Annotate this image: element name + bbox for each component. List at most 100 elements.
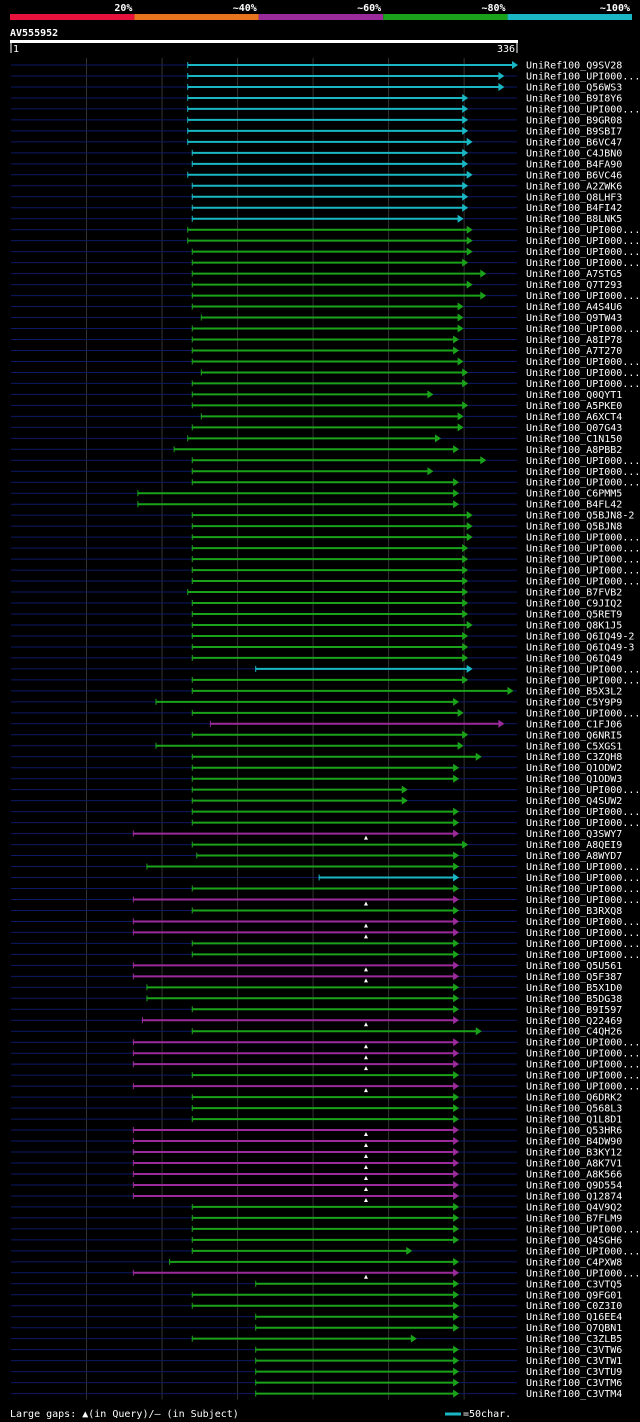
hit-row[interactable]: UniRef100_Q4SGH6 — [11, 1235, 622, 1246]
hit-row[interactable]: UniRef100_UPI000... — [11, 1038, 640, 1049]
hit-row[interactable]: UniRef100_Q53HR6 — [11, 1126, 622, 1137]
hit-row[interactable]: UniRef100_C0Z3I0 — [11, 1301, 622, 1312]
hit-row[interactable]: UniRef100_B9I597 — [11, 1005, 622, 1016]
hit-row[interactable]: UniRef100_UPI000... — [11, 917, 640, 928]
hit-row[interactable]: UniRef100_Q6NRI5 — [11, 730, 622, 741]
hit-label[interactable]: UniRef100_B4DW90 — [526, 1137, 622, 1148]
hit-label[interactable]: UniRef100_B9I8Y6 — [526, 93, 622, 104]
hit-label[interactable]: UniRef100_Q6IQ49 — [526, 653, 622, 664]
hit-row[interactable]: UniRef100_B6VC46 — [11, 170, 622, 181]
hit-label[interactable]: UniRef100_C4JBN0 — [526, 148, 622, 159]
hit-label[interactable]: UniRef100_C4PXW8 — [526, 1257, 622, 1268]
hit-label[interactable]: UniRef100_C1FJ06 — [526, 719, 622, 730]
hit-label[interactable]: UniRef100_UPI000... — [526, 939, 640, 950]
hit-row[interactable]: UniRef100_A7T270 — [11, 346, 622, 357]
hit-row[interactable]: UniRef100_A8IP78 — [11, 335, 622, 346]
hit-row[interactable]: UniRef100_Q9TW43 — [11, 313, 622, 324]
hit-row[interactable]: UniRef100_UPI000... — [11, 566, 640, 577]
hit-label[interactable]: UniRef100_B9I597 — [526, 1005, 622, 1016]
hit-row[interactable]: UniRef100_C4PXW8 — [11, 1257, 622, 1268]
hit-label[interactable]: UniRef100_C3VTU9 — [526, 1367, 622, 1378]
hit-row[interactable]: UniRef100_UPI000... — [11, 478, 640, 489]
hit-row[interactable]: UniRef100_B5X3L2 — [11, 686, 622, 697]
hit-label[interactable]: UniRef100_UPI000... — [526, 708, 640, 719]
hit-label[interactable]: UniRef100_Q5U561 — [526, 961, 622, 972]
hit-label[interactable]: UniRef100_B7FLM9 — [526, 1213, 622, 1224]
hit-row[interactable]: UniRef100_Q0QYT1 — [11, 390, 622, 401]
hit-row[interactable]: UniRef100_C1FJ06 — [11, 719, 622, 730]
hit-row[interactable]: UniRef100_B9I8Y6 — [11, 93, 622, 104]
hit-label[interactable]: UniRef100_UPI000... — [526, 807, 640, 818]
hit-label[interactable]: UniRef100_UPI000... — [526, 104, 640, 115]
hit-row[interactable]: UniRef100_UPI000... — [11, 950, 640, 961]
hit-row[interactable]: UniRef100_B4FL42 — [11, 500, 622, 511]
hit-row[interactable]: UniRef100_UPI000... — [11, 357, 640, 368]
hit-label[interactable]: UniRef100_A8WYD7 — [526, 851, 622, 862]
hit-row[interactable]: UniRef100_C3ZQH8 — [11, 752, 622, 763]
hit-row[interactable]: UniRef100_C3VTM6 — [11, 1378, 622, 1389]
hit-row[interactable]: UniRef100_A7STG5 — [11, 269, 622, 280]
hit-label[interactable]: UniRef100_UPI000... — [526, 818, 640, 829]
hit-label[interactable]: UniRef100_UPI000... — [526, 1082, 640, 1093]
hit-row[interactable]: UniRef100_Q4V9Q2 — [11, 1202, 622, 1213]
hit-row[interactable]: UniRef100_Q6IQ49-3 — [11, 642, 634, 653]
hit-row[interactable]: UniRef100_B4FI42 — [11, 203, 622, 214]
hit-label[interactable]: UniRef100_C3VTW1 — [526, 1356, 622, 1367]
hit-row[interactable]: UniRef100_C3VTU9 — [11, 1367, 622, 1378]
hit-label[interactable]: UniRef100_B5DG38 — [526, 994, 622, 1005]
hit-row[interactable]: UniRef100_UPI000... — [11, 785, 640, 796]
hit-label[interactable]: UniRef100_B3RXQ8 — [526, 906, 622, 917]
hit-row[interactable]: UniRef100_B9SBI7 — [11, 126, 622, 137]
hit-label[interactable]: UniRef100_B4FL42 — [526, 500, 622, 511]
hit-row[interactable]: UniRef100_A8PBB2 — [11, 445, 622, 456]
hit-row[interactable]: UniRef100_Q5BJN8 — [11, 522, 622, 533]
hit-row[interactable]: UniRef100_UPI000... — [11, 368, 640, 379]
hit-label[interactable]: UniRef100_UPI000... — [526, 917, 640, 928]
hit-row[interactable]: UniRef100_Q1ODW3 — [11, 774, 622, 785]
hit-row[interactable]: UniRef100_UPI000... — [11, 928, 640, 939]
hit-label[interactable]: UniRef100_Q1ODW2 — [526, 763, 622, 774]
hit-row[interactable]: UniRef100_Q7T293 — [11, 280, 622, 291]
hit-label[interactable]: UniRef100_UPI000... — [526, 456, 640, 467]
hit-label[interactable]: UniRef100_UPI000... — [526, 368, 640, 379]
hit-row[interactable]: UniRef100_Q56WS3 — [11, 82, 622, 93]
hit-row[interactable]: UniRef100_Q3SWY7 — [11, 829, 622, 840]
hit-label[interactable]: UniRef100_UPI000... — [526, 236, 640, 247]
hit-label[interactable]: UniRef100_UPI000... — [526, 895, 640, 906]
hit-row[interactable]: UniRef100_UPI000... — [11, 225, 640, 236]
hit-label[interactable]: UniRef100_C3VTQ5 — [526, 1279, 622, 1290]
hit-row[interactable]: UniRef100_UPI000... — [11, 533, 640, 544]
hit-label[interactable]: UniRef100_UPI000... — [526, 675, 640, 686]
hit-label[interactable]: UniRef100_UPI000... — [526, 379, 640, 390]
hit-label[interactable]: UniRef100_UPI000... — [526, 664, 640, 675]
hit-row[interactable]: UniRef100_UPI000... — [11, 1060, 640, 1071]
hit-row[interactable]: UniRef100_UPI000... — [11, 1082, 640, 1093]
hit-row[interactable]: UniRef100_B4FA90 — [11, 159, 622, 170]
hit-label[interactable]: UniRef100_UPI000... — [526, 1060, 640, 1071]
hit-label[interactable]: UniRef100_UPI000... — [526, 1224, 640, 1235]
hit-label[interactable]: UniRef100_Q9SV28 — [526, 61, 622, 72]
hit-label[interactable]: UniRef100_B6VC46 — [526, 170, 622, 181]
hit-label[interactable]: UniRef100_UPI000... — [526, 544, 640, 555]
hit-row[interactable]: UniRef100_UPI000... — [11, 467, 640, 478]
hit-label[interactable]: UniRef100_UPI000... — [526, 1038, 640, 1049]
hit-row[interactable]: UniRef100_UPI000... — [11, 939, 640, 950]
hit-label[interactable]: UniRef100_UPI000... — [526, 928, 640, 939]
hit-label[interactable]: UniRef100_Q4SUW2 — [526, 796, 622, 807]
hit-label[interactable]: UniRef100_Q0QYT1 — [526, 390, 622, 401]
hit-label[interactable]: UniRef100_B4FA90 — [526, 159, 622, 170]
hit-label[interactable]: UniRef100_UPI000... — [526, 884, 640, 895]
hit-label[interactable]: UniRef100_Q16EE4 — [526, 1312, 622, 1323]
hit-label[interactable]: UniRef100_A6XCT4 — [526, 412, 622, 423]
hit-row[interactable]: UniRef100_UPI000... — [11, 1224, 640, 1235]
hit-row[interactable]: UniRef100_A8K566 — [11, 1169, 622, 1180]
hit-label[interactable]: UniRef100_B5X3L2 — [526, 686, 622, 697]
hit-label[interactable]: UniRef100_Q6IQ49-2 — [526, 631, 634, 642]
hit-row[interactable]: UniRef100_C4JBN0 — [11, 148, 622, 159]
hit-label[interactable]: UniRef100_A8IP78 — [526, 335, 622, 346]
hit-row[interactable]: UniRef100_Q22469 — [11, 1016, 622, 1027]
hit-label[interactable]: UniRef100_A2ZWK6 — [526, 181, 622, 192]
hit-label[interactable]: UniRef100_UPI000... — [526, 71, 640, 82]
hit-row[interactable]: UniRef100_Q6DRK2 — [11, 1093, 622, 1104]
hit-row[interactable]: UniRef100_UPI000... — [11, 247, 640, 258]
